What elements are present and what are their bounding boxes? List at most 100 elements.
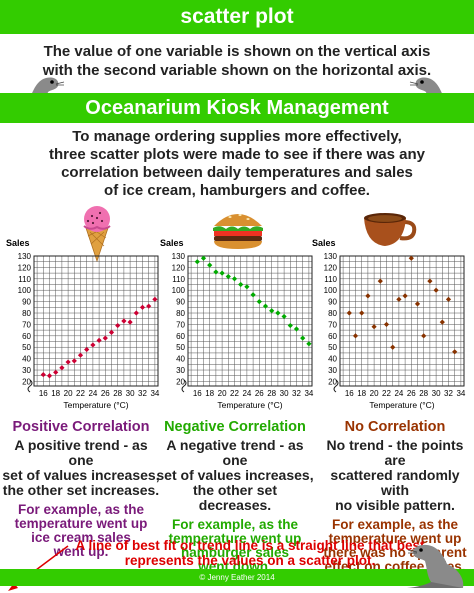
x-tick-label: 22 [230, 389, 239, 398]
data-point [152, 296, 158, 302]
data-point [293, 326, 300, 332]
y-tick-label: 60 [22, 332, 31, 341]
data-point [275, 310, 281, 316]
plot-frame [187, 255, 313, 387]
best-fit-line-1: A line of best fit or trend line is a st… [75, 538, 425, 553]
example-line: hamburger sales [180, 545, 290, 560]
data-point [427, 278, 433, 284]
x-tick-label: 32 [292, 389, 301, 398]
x-tick-label: 28 [419, 389, 428, 398]
y-tick-label: 80 [328, 309, 337, 318]
data-point [439, 319, 445, 325]
y-tick-label: 100 [172, 286, 186, 295]
data-point [84, 346, 90, 353]
y-tick-label: 110 [324, 275, 337, 284]
y-tick-label: 130 [172, 252, 186, 261]
hamburger-icon [213, 214, 263, 249]
x-tick-label: 28 [113, 389, 122, 398]
subtitle-banner: Oceanarium Kiosk Management [0, 93, 474, 123]
y-tick-label: 90 [22, 298, 31, 307]
y-tick-label: 70 [328, 320, 337, 329]
x-axis-label: Temperature (°C) [63, 400, 128, 410]
description-line: scattered randomly with [330, 467, 460, 498]
no-correlation-plot: 20 30 40 50 60 70 80 90 100 110 120 130 16 18 20 22 24 26… [312, 238, 470, 416]
data-point [402, 293, 408, 299]
x-tick-label: 24 [394, 389, 403, 398]
x-tick-label: 16 [39, 389, 48, 398]
x-tick-label: 18 [205, 389, 214, 398]
y-tick-label: 50 [176, 343, 185, 352]
y-tick-label: 100 [18, 286, 32, 295]
data-point [377, 278, 383, 284]
data-point [121, 318, 127, 324]
y-tick-label: 120 [18, 263, 32, 272]
example-line: temperature went up [168, 531, 302, 546]
y-tick-label: 50 [22, 343, 31, 352]
y-tick-label: 60 [176, 332, 185, 341]
x-tick-label: 30 [126, 389, 135, 398]
data-point [127, 319, 133, 325]
data-point [256, 299, 262, 305]
x-tick-label: 18 [51, 389, 60, 398]
axis-break-mark [181, 379, 187, 393]
data-point [46, 373, 53, 379]
data-point [225, 273, 231, 280]
data-point [102, 335, 108, 341]
y-tick-label: 50 [328, 343, 337, 352]
data-point [287, 322, 293, 329]
y-axis-label: Sales [160, 238, 184, 248]
y-tick-label: 90 [328, 298, 337, 307]
ice-cream-icon [83, 206, 111, 262]
y-tick-label: 90 [176, 298, 185, 307]
best-fit-note: A line of best fit or trend line is a st… [70, 538, 430, 568]
positive-correlation-example: For example, as the temperature went up … [2, 503, 160, 559]
x-tick-label: 24 [88, 389, 97, 398]
data-point [219, 270, 225, 276]
data-point [53, 369, 59, 375]
plot-grid [34, 255, 158, 386]
plot-frame [33, 255, 159, 387]
subtitle: Oceanarium Kiosk Management [85, 97, 389, 119]
negative-correlation-heading: Negative Correlation [164, 419, 306, 435]
data-point [59, 365, 65, 371]
data-point [383, 321, 390, 328]
y-tick-label: 60 [328, 332, 337, 341]
x-axis-label: Temperature (°C) [369, 400, 434, 410]
page-title: scatter plot [180, 5, 294, 28]
x-tick-label: 18 [357, 389, 366, 398]
positive-correlation-description: A positive trend - as one set of values … [2, 438, 160, 498]
x-tick-label: 32 [444, 389, 453, 398]
data-point [408, 255, 414, 261]
data-point [96, 337, 102, 343]
data-point [115, 322, 121, 329]
description-line: set of values increases, [156, 467, 314, 483]
no-correlation-description: No trend - the points are scattered rand… [316, 438, 474, 513]
y-tick-label: 20 [328, 377, 337, 386]
data-point [108, 329, 115, 336]
y-tick-label: 70 [22, 320, 31, 329]
data-point [445, 296, 452, 302]
x-tick-label: 34 [150, 389, 159, 398]
description-line: No trend - the points are [326, 437, 464, 468]
definition-text: The value of one variable is shown on th… [0, 42, 474, 80]
data-point [352, 333, 359, 339]
y-tick-label: 30 [22, 366, 31, 375]
y-tick-label: 120 [172, 263, 186, 272]
data-point [238, 281, 244, 288]
example-line: went up. [53, 544, 109, 559]
data-point [306, 341, 312, 347]
intro-line-1: To manage ordering supplies more effecti… [72, 128, 402, 145]
y-tick-label: 30 [176, 366, 185, 375]
y-tick-label: 70 [176, 320, 185, 329]
x-tick-label: 16 [193, 389, 202, 398]
example-line: temperature went up [328, 531, 462, 546]
x-tick-label: 22 [382, 389, 391, 398]
description-line: A negative trend - as one [166, 437, 304, 468]
data-point [414, 301, 421, 307]
data-point [452, 349, 458, 355]
data-point [365, 293, 371, 299]
y-tick-label: 30 [328, 366, 337, 375]
intro-line-3: correlation between daily temperatures a… [61, 164, 413, 181]
x-tick-label: 26 [101, 389, 110, 398]
definition-line-2: with the second variable shown on the ho… [42, 62, 432, 79]
